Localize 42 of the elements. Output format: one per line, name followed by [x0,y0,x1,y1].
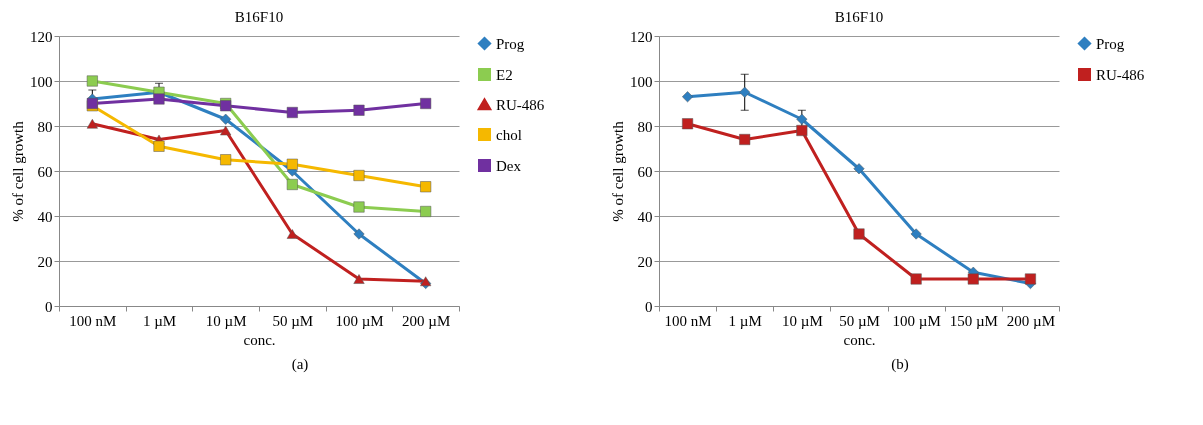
legend-label: Prog [496,35,525,52]
y-tick-label: 100 [630,73,653,90]
legend-label: RU-486 [496,96,545,113]
y-tick-label: 120 [630,28,653,45]
x-tick-label: 50 µM [272,312,314,329]
y-tick-label: 0 [645,298,653,315]
legend-label: RU-486 [1096,66,1145,83]
x-tick-label: 100 nM [664,312,712,329]
y-tick-label: 60 [37,163,53,180]
x-tick-label: 10 µM [205,312,247,329]
legend-label: chol [496,126,522,143]
x-axis-title: conc. [843,331,876,348]
y-tick-label: 80 [37,118,53,135]
x-axis-title: conc. [243,331,276,348]
y-tick-label: 60 [637,163,653,180]
y-tick-label: 80 [637,118,653,135]
x-tick-label: 50 µM [839,312,880,329]
x-tick-label: 100 µM [892,312,941,329]
x-tick-label: 100 nM [69,312,117,329]
x-tick-label: 1 µM [142,312,177,329]
text: (b) [890,356,910,373]
x-tick-label: 200 µM [402,312,451,329]
y-tick-label: 20 [637,253,653,270]
y-tick-label: 40 [37,208,53,225]
x-tick-label: 10 µM [781,312,823,329]
y-axis-title: % of cell growth [610,120,626,222]
y-tick-label: 100 [30,73,53,90]
legend-label: Prog [1096,35,1125,52]
chart-title: B16F10 [234,9,284,25]
y-tick-label: 120 [30,28,53,45]
x-tick-label: 150 µM [949,312,998,329]
x-tick-label: 1 µM [728,312,762,329]
legend-label: E2 [496,66,513,83]
legend-label: Dex [496,157,522,174]
text: (a) [290,356,310,373]
y-tick-label: 20 [37,253,53,270]
chart-title: B16F10 [834,9,884,25]
y-tick-label: 0 [45,298,53,315]
y-axis-title: % of cell growth [10,120,26,222]
x-tick-label: 100 µM [335,312,384,329]
x-tick-label: 200 µM [1006,312,1056,329]
y-tick-label: 40 [637,208,653,225]
